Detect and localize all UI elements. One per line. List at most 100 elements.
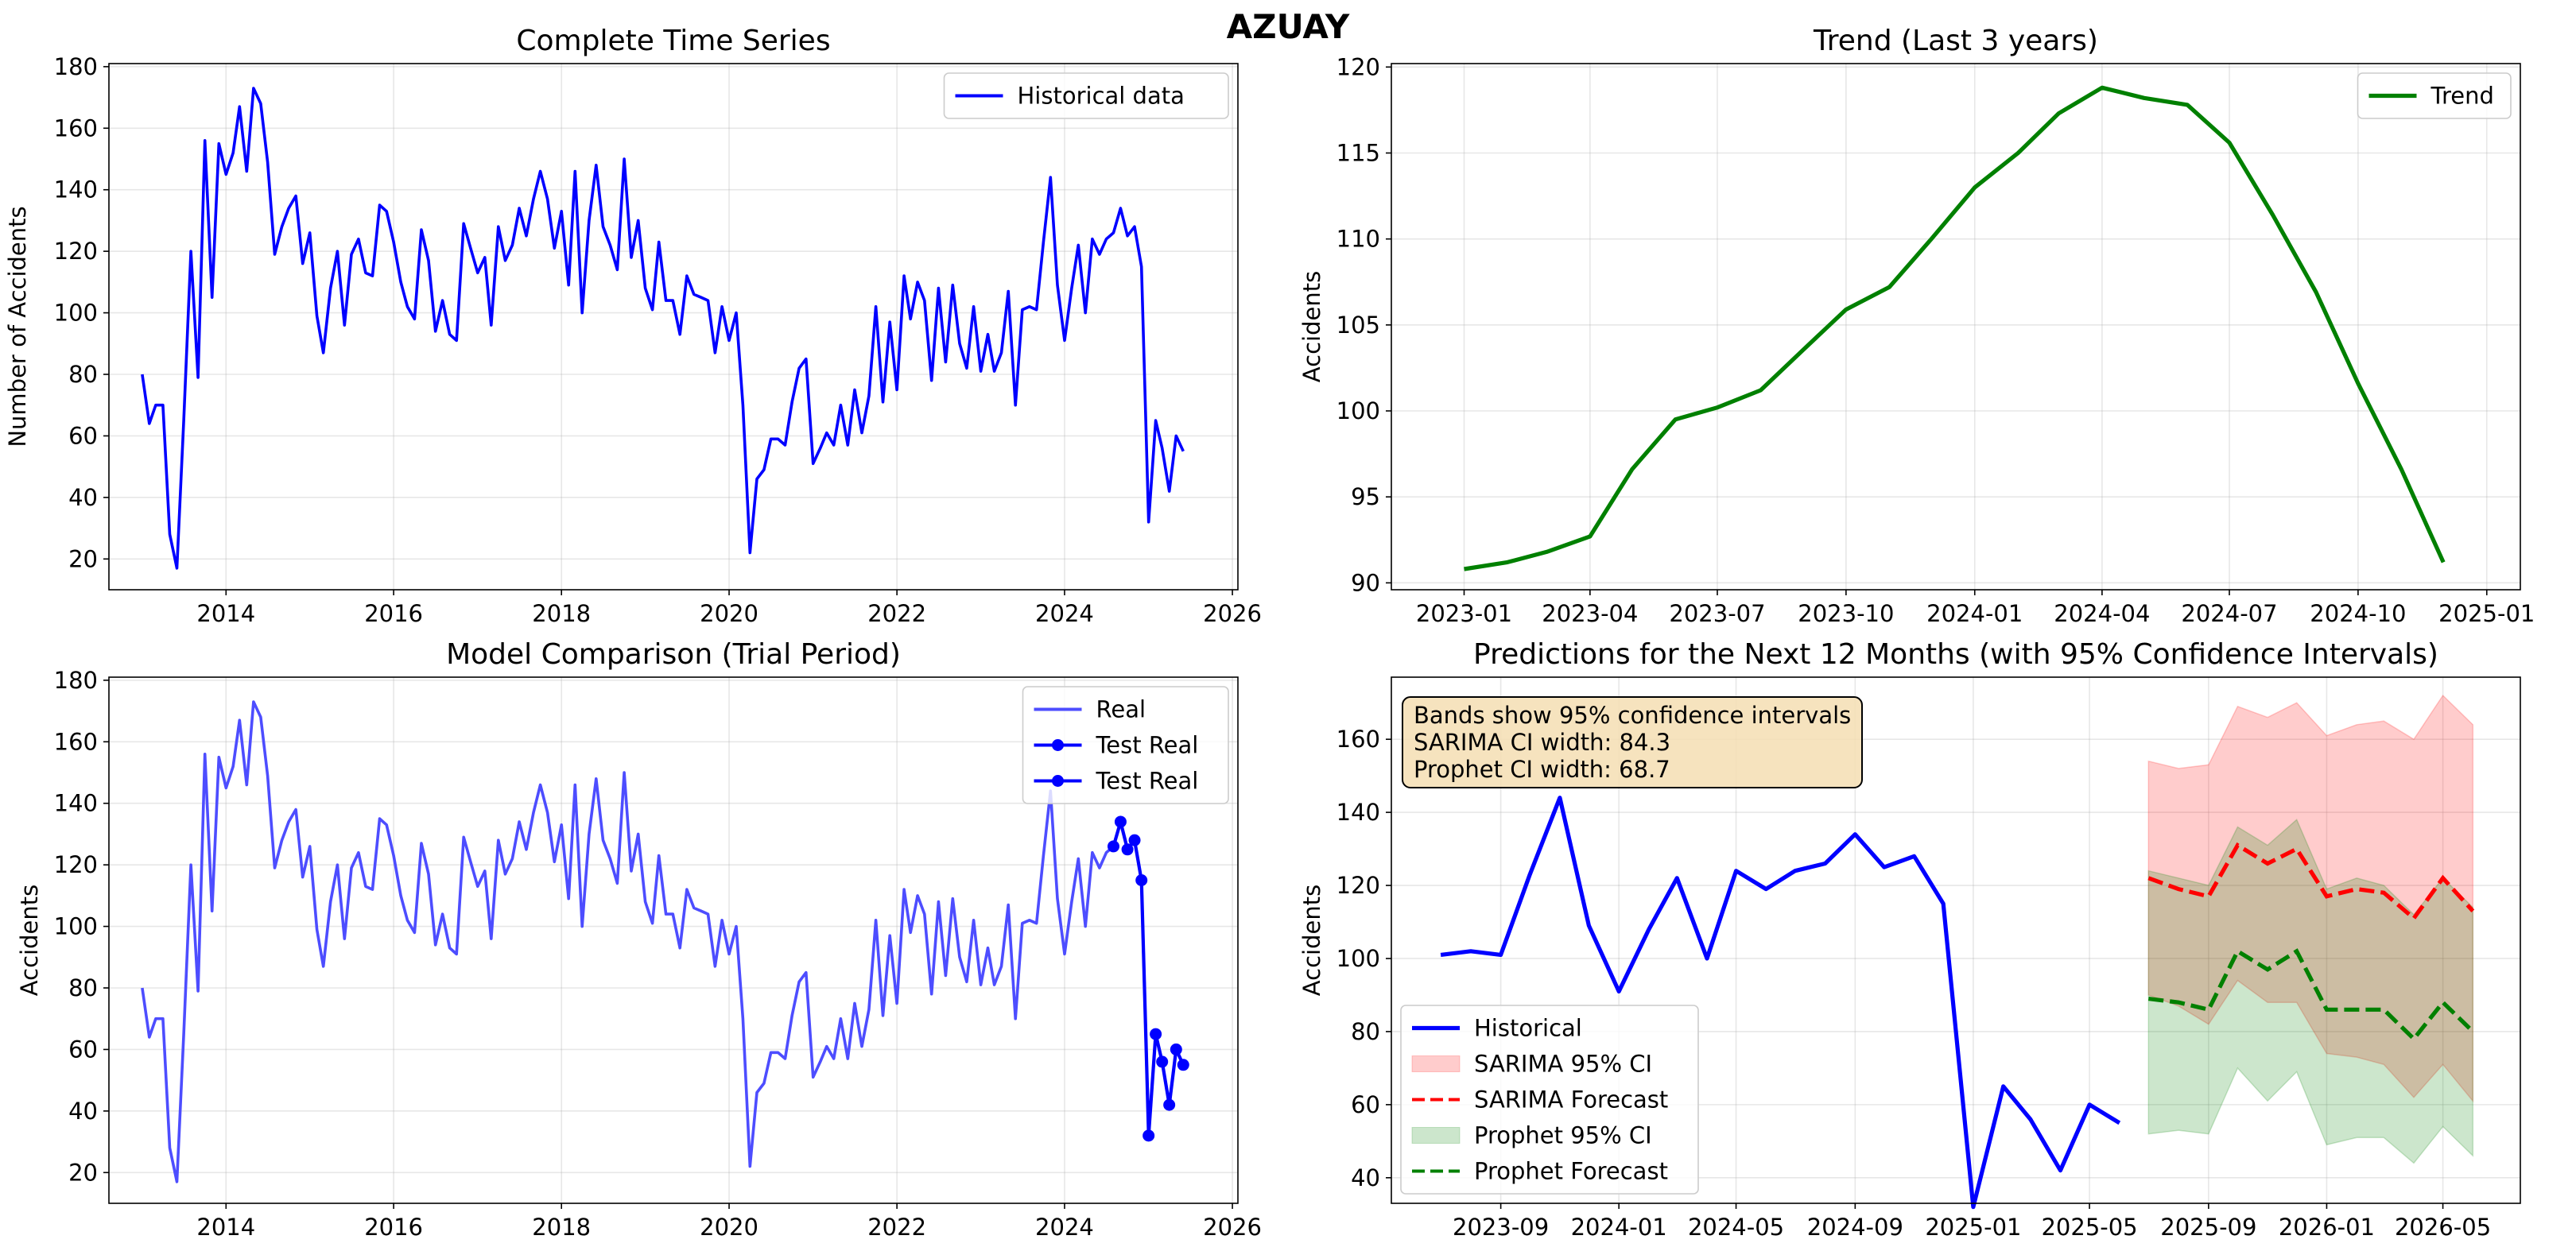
sarima-ci-band: [2147, 694, 2474, 1103]
legend-label: Test Real: [1096, 768, 1199, 795]
test-real-point: [1156, 1055, 1169, 1068]
x-tick-label: 2024-04: [2054, 600, 2150, 627]
x-axis: 2023-09 2024-01 2024-05 2024-09 2025-01 2025-…: [1453, 1203, 2491, 1241]
y-tick-label: 120: [54, 851, 98, 878]
y-tick-label: 160: [1336, 726, 1380, 753]
y-tick-label: 40: [68, 1098, 98, 1125]
x-tick-label: 2022: [867, 1214, 926, 1241]
test-real-point: [1170, 1043, 1182, 1055]
legend-item: Prophet 95% CI: [1411, 1122, 1652, 1149]
y-axis: 40 60 80 100 120 140 160: [1336, 726, 1391, 1191]
chart-title: Trend (Last 3 years): [1813, 25, 2098, 57]
annotation-background: [1402, 696, 1863, 788]
y-tick-label: 120: [1336, 872, 1380, 899]
plot-area: [1440, 694, 2475, 1210]
y-tick-label: 140: [54, 176, 98, 203]
y-tick-label: 40: [68, 484, 98, 511]
y-tick-label: 180: [54, 53, 98, 80]
x-tick-label: 2018: [532, 1214, 591, 1241]
x-tick-label: 2016: [364, 600, 423, 627]
legend-label: Historical: [1474, 1015, 1582, 1042]
annotation-line: Prophet CI width: 68.7: [1414, 756, 1670, 783]
x-tick-label: 2022: [867, 600, 926, 627]
series-line-real: [141, 700, 1185, 1183]
y-tick-label: 160: [54, 114, 98, 141]
y-axis: 90 95 100 105 110 115 120: [1336, 53, 1391, 596]
x-axis: 2014 2016 2018 2020 2022 2024 2026: [196, 590, 1262, 627]
x-tick-label: 2024-01: [1571, 1214, 1667, 1241]
legend-swatch: [1411, 1127, 1461, 1144]
legend-frame: [2357, 72, 2512, 119]
legend-item: Trend: [2368, 83, 2494, 110]
series-line-prophet-forecast: [2147, 948, 2475, 1042]
chart-predictions-next-12-months: 2023-09 2024-01 2024-05 2024-09 2025-01 2025-…: [1298, 638, 2521, 1241]
annotation-line: SARIMA CI width: 84.3: [1414, 729, 1670, 756]
legend-label: Test Real: [1096, 732, 1199, 759]
chart-title: Model Comparison (Trial Period): [446, 638, 901, 671]
x-tick-label: 2025-09: [2160, 1214, 2256, 1241]
y-tick-label: 80: [1351, 1018, 1380, 1045]
y-tick-label: 160: [54, 728, 98, 755]
grid: [109, 64, 1238, 590]
prophet-ci-band: [2147, 819, 2474, 1164]
y-tick-label: 140: [54, 790, 98, 817]
grid: [1391, 64, 2520, 590]
chart-title: Complete Time Series: [516, 25, 830, 57]
x-axis: 2023-01 2023-04 2023-07 2023-10 2024-01 2024-…: [1416, 590, 2535, 627]
x-tick-label: 2020: [700, 600, 758, 627]
chart-complete-time-series: 2014 2016 2018 2020 2022 2024 2026 20 40 60 80 100 1…: [4, 25, 1262, 627]
y-tick-label: 105: [1336, 312, 1380, 339]
x-tick-label: 2018: [532, 600, 591, 627]
legend-label: Prophet Forecast: [1474, 1158, 1668, 1185]
y-axis-label: Number of Accidents: [4, 206, 31, 447]
x-axis: 2014 2016 2018 2020 2022 2024 2026: [196, 1203, 1262, 1241]
legend: Historical SARIMA 95% CI SARIMA Forecast Pr…: [1400, 1005, 1699, 1195]
series-line-sarima-forecast: [2147, 842, 2475, 922]
y-tick-label: 80: [68, 974, 98, 1001]
series-line-test-real: [1111, 815, 1185, 1136]
legend-label: SARIMA 95% CI: [1474, 1051, 1652, 1078]
y-tick-label: 95: [1351, 483, 1380, 510]
plot-area: [141, 87, 1185, 570]
legend: Real Test Real Test Real: [1022, 686, 1229, 804]
axes-frame: [1391, 63, 2521, 591]
x-tick-label: 2014: [196, 1214, 255, 1241]
x-tick-label: 2020: [700, 1214, 758, 1241]
chart-title: Predictions for the Next 12 Months (with…: [1473, 638, 2438, 671]
y-tick-label: 60: [68, 1036, 98, 1063]
legend-label: Historical data: [1018, 83, 1185, 110]
x-tick-label: 2024-05: [1688, 1214, 1784, 1241]
y-tick-label: 40: [1351, 1164, 1380, 1191]
y-tick-label: 100: [1336, 397, 1380, 424]
legend-item: SARIMA Forecast: [1412, 1086, 1668, 1114]
chart-model-comparison: 2014 2016 2018 2020 2022 2024 2026 20 40 60 80 100 1…: [16, 638, 1262, 1241]
x-tick-label: 2023-10: [1798, 600, 1894, 627]
axes-frame: [108, 676, 1239, 1204]
y-tick-label: 90: [1351, 569, 1380, 596]
x-tick-label: 2024: [1035, 600, 1094, 627]
x-tick-label: 2025-01: [1925, 1214, 2021, 1241]
x-tick-label: 2023-01: [1416, 600, 1512, 627]
test-real-point: [1114, 815, 1127, 828]
y-tick-label: 60: [68, 422, 98, 449]
x-tick-label: 2026: [1203, 1214, 1262, 1241]
test-real-point: [1163, 1098, 1176, 1111]
x-tick-label: 2025-01: [2438, 600, 2535, 627]
y-tick-label: 120: [1336, 53, 1380, 80]
y-tick-label: 115: [1336, 139, 1380, 166]
x-tick-label: 2023-09: [1453, 1214, 1549, 1241]
x-tick-label: 2024-07: [2181, 600, 2277, 627]
y-tick-label: 60: [1351, 1091, 1380, 1118]
test-real-point: [1143, 1129, 1155, 1142]
test-real-point: [1121, 843, 1134, 856]
legend-label: Prophet 95% CI: [1474, 1122, 1652, 1149]
test-real-point: [1150, 1028, 1162, 1040]
legend-frame: [1022, 686, 1229, 804]
y-axis-label: Accidents: [16, 885, 43, 996]
legend-marker: [1052, 739, 1064, 751]
x-tick-label: 2024-10: [2310, 600, 2406, 627]
y-tick-label: 100: [54, 300, 98, 327]
y-tick-label: 80: [68, 361, 98, 388]
test-real-point: [1135, 874, 1148, 887]
